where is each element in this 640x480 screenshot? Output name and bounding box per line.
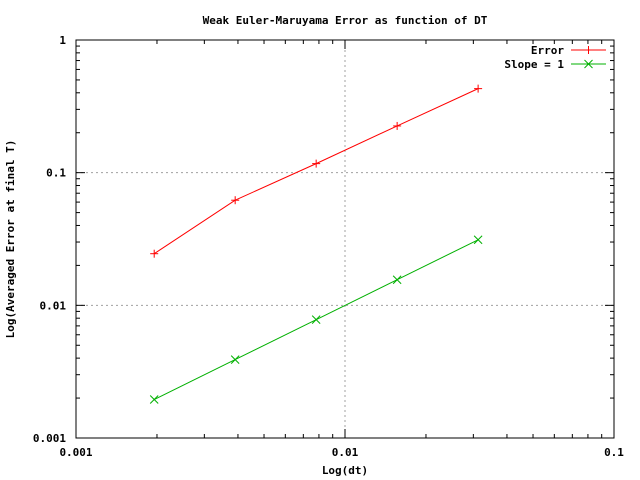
- marker-stroke: [230, 355, 240, 364]
- y-tick-label: 0.01: [40, 299, 67, 312]
- data-point-error: [150, 249, 159, 258]
- data-point-slope-1: [392, 275, 402, 285]
- data-point-slope-1: [230, 355, 240, 364]
- legend-label-error: Error: [531, 44, 564, 57]
- data-point-error: [231, 196, 240, 205]
- marker-stroke: [584, 59, 593, 69]
- data-point-error: [474, 84, 483, 93]
- y-tick-label: 0.1: [46, 167, 66, 180]
- data-point-slope-1: [149, 395, 159, 404]
- legend-marker-error: [584, 46, 593, 54]
- data-point-slope-1: [473, 235, 483, 245]
- marker-stroke: [311, 315, 321, 325]
- x-tick-label: 0.1: [604, 446, 624, 459]
- legend-marker-slope-1: [584, 59, 593, 69]
- x-tick-label: 0.01: [332, 446, 359, 459]
- axis-ticks: 0.001 0.01 0.1 0.001 0.01 0.1 1: [33, 34, 624, 459]
- x-axis-label: Log(dt): [322, 464, 368, 477]
- series-error: [150, 84, 483, 258]
- data-point-error: [312, 159, 321, 168]
- marker-stroke: [473, 235, 483, 245]
- grid-lines: [76, 40, 614, 438]
- y-tick-label: 0.001: [33, 432, 66, 445]
- chart-title: Weak Euler-Maruyama Error as function of…: [203, 14, 488, 27]
- marker-stroke: [149, 395, 159, 404]
- series-slope-1: [149, 235, 483, 404]
- marker-stroke: [392, 275, 402, 285]
- legend-label-slope-1: Slope = 1: [504, 58, 564, 71]
- x-tick-label: 0.001: [59, 446, 92, 459]
- y-tick-label: 1: [59, 34, 66, 47]
- y-axis-label: Log(Averaged Error at final T): [4, 140, 17, 339]
- data-point-error: [393, 121, 402, 130]
- series-line-error: [153, 88, 479, 255]
- series-layer: [149, 84, 483, 404]
- data-point-slope-1: [311, 315, 321, 325]
- plot-frame: [75, 39, 615, 439]
